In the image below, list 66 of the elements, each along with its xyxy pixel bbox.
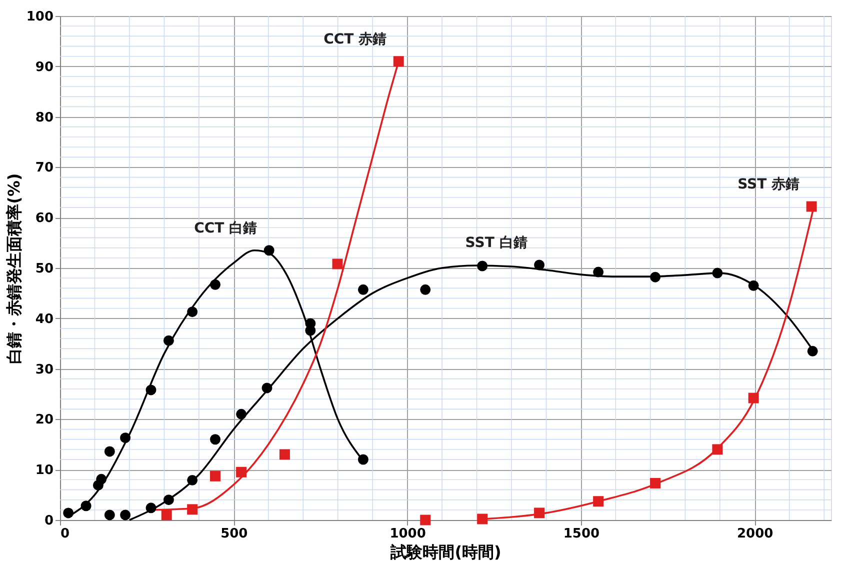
point — [477, 260, 488, 272]
point — [712, 444, 723, 455]
point — [80, 500, 92, 512]
series-label: CCT 白錆 — [194, 220, 258, 236]
point — [534, 508, 545, 518]
point — [236, 466, 247, 478]
y-tick-label: 30 — [35, 362, 54, 378]
x-axis-title: 試験時間(時間) — [390, 542, 502, 562]
x-tick-label: 0 — [60, 526, 70, 542]
point — [806, 201, 817, 212]
point — [146, 502, 156, 514]
point — [163, 335, 174, 346]
y-tick-label: 50 — [35, 262, 54, 276]
y-tick-label: 10 — [35, 463, 54, 478]
series-label: SST 白錆 — [465, 234, 528, 251]
x-tick-label: 1500 — [563, 526, 600, 542]
point — [332, 258, 343, 270]
point — [264, 245, 274, 256]
y-tick-label: 60 — [35, 211, 54, 226]
point — [187, 306, 198, 318]
point — [807, 346, 818, 356]
point — [650, 478, 661, 488]
point — [146, 384, 156, 396]
point — [120, 510, 131, 520]
x-tick-label: 1000 — [390, 526, 426, 542]
y-tick-label: 80 — [35, 110, 54, 126]
y-tick-label: 100 — [26, 10, 54, 24]
point — [104, 446, 115, 457]
point — [63, 508, 74, 518]
point — [104, 510, 115, 520]
point — [477, 514, 488, 524]
y-tick-label: 40 — [35, 312, 54, 327]
point — [593, 266, 604, 278]
point — [210, 434, 220, 445]
point — [262, 382, 272, 394]
point — [163, 494, 174, 506]
point — [305, 325, 316, 336]
point — [748, 392, 759, 404]
point — [210, 470, 220, 482]
point — [393, 56, 404, 67]
point — [210, 279, 220, 290]
y-tick-label: 0 — [44, 514, 54, 528]
point — [358, 284, 368, 295]
y-tick-label: 70 — [35, 160, 54, 176]
y-tick-label: 20 — [35, 412, 54, 428]
point — [161, 510, 172, 520]
series-label: SST 赤錆 — [738, 176, 800, 193]
series-label: CCT 赤錆 — [324, 31, 387, 48]
point — [712, 268, 723, 278]
point — [279, 449, 290, 460]
point — [96, 474, 107, 484]
point — [748, 280, 759, 291]
point — [187, 504, 198, 515]
point — [120, 432, 131, 444]
point — [593, 496, 604, 507]
point — [358, 454, 368, 465]
point — [187, 474, 198, 486]
point — [420, 514, 431, 526]
point — [534, 260, 545, 270]
y-tick-label: 90 — [35, 60, 54, 75]
point — [236, 408, 247, 420]
x-tick-label: 2000 — [737, 526, 774, 542]
y-axis-title: 白錆・赤錆発生面積率(%) — [4, 173, 24, 364]
x-tick-label: 500 — [220, 526, 248, 542]
point — [420, 284, 431, 295]
point — [650, 272, 661, 282]
